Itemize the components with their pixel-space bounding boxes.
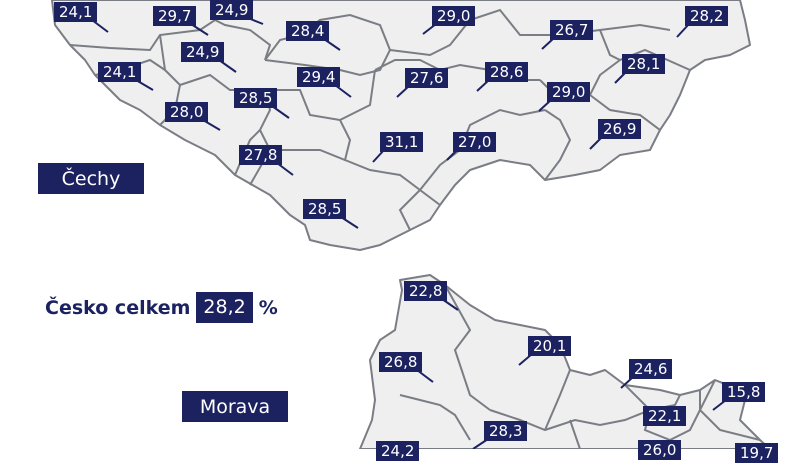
cechy-value-label: 24,1 <box>54 2 98 22</box>
cechy-value-label: 29,4 <box>297 67 341 87</box>
cechy-value-label: 29,0 <box>547 82 591 102</box>
country-total: Česko celkem 28,2 % <box>45 292 278 323</box>
region-cechy <box>51 0 751 251</box>
cechy-value-label: 27,6 <box>405 68 449 88</box>
leader-line <box>276 162 294 176</box>
leader-line <box>372 149 385 163</box>
cechy-value-label: 28,6 <box>485 62 529 82</box>
morava-value-label: 22,8 <box>404 281 448 301</box>
morava-value-label: 22,1 <box>643 406 687 426</box>
cechy-value-label: 28,1 <box>622 54 666 74</box>
leader-line <box>271 105 290 119</box>
leader-line <box>218 59 237 73</box>
morava-value-label: 24,2 <box>376 441 420 461</box>
cechy-outline <box>51 0 751 251</box>
cechy-value-label: 28,5 <box>234 88 278 108</box>
cechy-value-label: 28,5 <box>303 199 347 219</box>
cechy-value-label: 31,1 <box>380 132 424 152</box>
cechy-value-label: 28,4 <box>286 21 330 41</box>
morava-district-borders <box>399 284 761 449</box>
leader-line <box>589 136 603 150</box>
cechy-value-label: 27,0 <box>453 132 497 152</box>
cechy-value-label: 24,9 <box>181 42 225 62</box>
total-value: 28,2 <box>196 292 253 323</box>
cechy-value-label: 28,0 <box>165 102 209 122</box>
cechy-value-label: 29,0 <box>432 6 476 26</box>
leader-line <box>676 23 690 38</box>
morava-value-label: 28,3 <box>484 421 528 441</box>
region-tag-morava: Morava <box>182 391 288 422</box>
total-label: Česko celkem <box>45 296 191 319</box>
cechy-value-label: 26,7 <box>550 20 594 40</box>
cechy-value-label: 24,1 <box>98 62 142 82</box>
total-unit: % <box>258 296 278 319</box>
morava-value-label: 26,8 <box>379 352 423 372</box>
cechy-value-label: 29,7 <box>153 6 197 26</box>
morava-value-label: 24,6 <box>629 359 673 379</box>
morava-value-label: 26,0 <box>638 440 682 460</box>
morava-value-label: 15,8 <box>722 382 766 402</box>
map <box>51 0 771 449</box>
morava-value-label: 19,7 <box>735 443 779 463</box>
cechy-value-label: 24,9 <box>210 0 254 20</box>
region-tag-cechy: Čechy <box>38 163 144 194</box>
leader-line <box>334 84 352 98</box>
cechy-value-label: 28,2 <box>685 6 729 26</box>
cechy-value-label: 26,9 <box>598 119 642 139</box>
cechy-value-label: 27,8 <box>239 145 283 165</box>
leader-line <box>91 19 109 33</box>
leader-line <box>416 369 434 383</box>
morava-value-label: 20,1 <box>528 336 572 356</box>
